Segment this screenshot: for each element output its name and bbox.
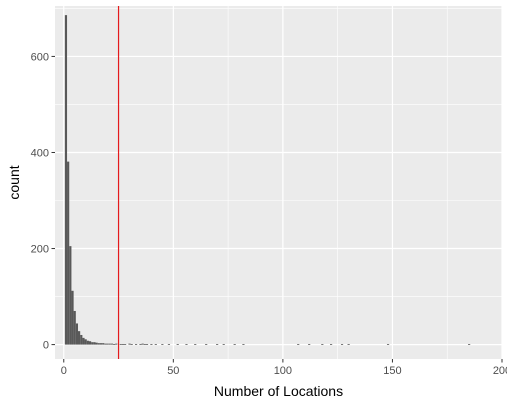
histogram-bar xyxy=(104,343,107,345)
plot-panel xyxy=(55,6,502,359)
histogram-bar xyxy=(340,344,344,345)
x-tick-label: 50 xyxy=(167,365,179,377)
histogram-bar xyxy=(91,342,94,345)
histogram-bar xyxy=(78,331,81,345)
histogram-bar xyxy=(97,343,100,345)
histogram-bar xyxy=(95,342,98,345)
histogram-bar xyxy=(86,340,89,345)
histogram-bar xyxy=(121,344,125,345)
histogram-bar xyxy=(64,15,68,345)
y-axis-title: count xyxy=(6,165,22,199)
histogram-bar xyxy=(154,344,157,345)
histogram-bar xyxy=(108,343,111,345)
histogram-bar xyxy=(124,344,127,345)
histogram-bar xyxy=(88,341,92,345)
y-tick-label: 600 xyxy=(31,51,49,63)
histogram-bar xyxy=(67,161,70,345)
histogram-bar xyxy=(80,334,83,345)
histogram-bar xyxy=(71,290,74,345)
histogram-bar xyxy=(99,343,103,345)
x-axis-title: Number of Locations xyxy=(214,383,343,399)
histogram-bar xyxy=(242,344,245,345)
y-tick-label: 200 xyxy=(31,244,49,256)
histogram-bar xyxy=(69,246,72,345)
histogram-bar xyxy=(167,344,171,345)
x-tick-label: 200 xyxy=(493,365,507,377)
histogram-bar xyxy=(205,344,208,345)
histogram-bar xyxy=(329,344,333,345)
histogram-bar xyxy=(113,344,116,345)
x-tick-label: 150 xyxy=(383,365,401,377)
histogram-bar xyxy=(130,344,133,345)
histogram-bar xyxy=(347,344,350,345)
histogram-bar xyxy=(233,344,236,345)
histogram-bar xyxy=(386,344,390,345)
histogram-bar xyxy=(176,344,179,345)
histogram-bar xyxy=(145,344,149,345)
x-tick-label: 0 xyxy=(61,365,67,377)
histogram-bar xyxy=(119,344,122,345)
histogram-bars xyxy=(64,15,471,345)
histogram-bar xyxy=(75,323,79,345)
histogram-bar xyxy=(297,344,300,345)
histogram-bar xyxy=(161,344,164,345)
histogram-bar xyxy=(141,343,144,345)
histogram-bar xyxy=(102,343,105,345)
histogram-bar xyxy=(82,337,85,345)
y-tick-label: 0 xyxy=(43,340,49,352)
histogram-bar xyxy=(321,344,324,345)
histogram-bar xyxy=(185,344,188,345)
histogram-bar xyxy=(73,310,76,345)
histogram-bar xyxy=(106,343,109,345)
x-tick-label: 100 xyxy=(274,365,292,377)
histogram-bar xyxy=(139,344,142,345)
x-axis-ticks: 0 50 100 150 200 xyxy=(61,359,507,377)
y-axis-ticks: 0 200 400 600 xyxy=(31,51,55,352)
histogram-bar xyxy=(93,342,96,345)
histogram-bar xyxy=(150,344,153,345)
histogram-bar xyxy=(308,344,311,345)
histogram-bar xyxy=(134,344,138,345)
histogram-bar xyxy=(110,343,114,345)
histogram-bar xyxy=(128,343,131,345)
y-tick-label: 400 xyxy=(31,147,49,159)
histogram-bar xyxy=(222,344,225,345)
histogram-bar xyxy=(468,344,471,345)
histogram-bar xyxy=(194,344,197,345)
histogram-bar xyxy=(216,344,219,345)
histogram-bar xyxy=(143,344,146,345)
histogram-bar xyxy=(115,343,118,345)
minor-gridlines xyxy=(55,6,502,359)
histogram-bar xyxy=(84,339,87,345)
